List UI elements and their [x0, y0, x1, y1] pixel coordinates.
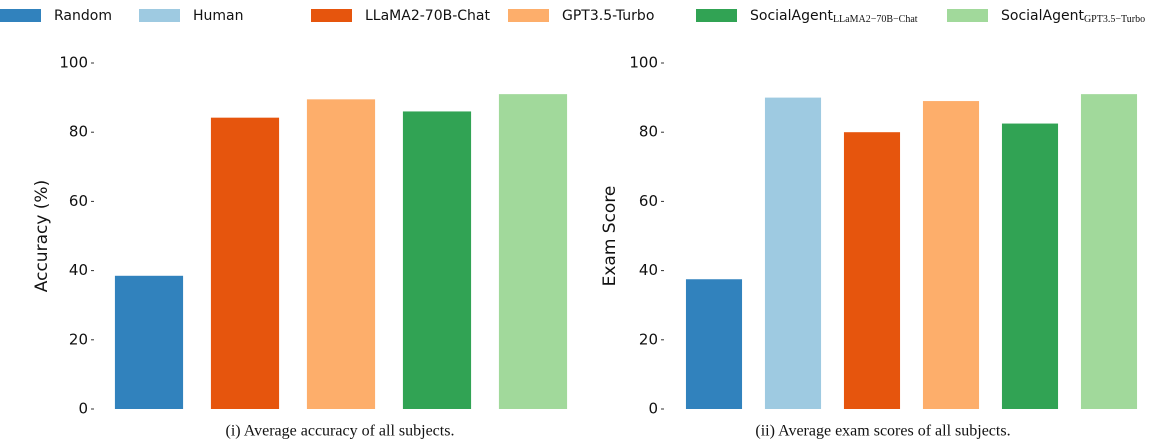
y-tick-label: 0 [78, 400, 88, 418]
bar [498, 94, 568, 409]
bar [114, 275, 184, 409]
bar [922, 101, 980, 409]
y-axis-label: Exam Score [600, 186, 620, 287]
legend-name: GPT3.5-Turbo [562, 8, 654, 24]
y-tick-label: 100 [59, 54, 88, 72]
legend-name: LLaMA2-70B-Chat [365, 8, 490, 24]
caption: (i) Average accuracy of all subjects. [226, 423, 455, 440]
y-tick-label: 20 [639, 330, 658, 348]
legend-swatch [0, 9, 41, 22]
bar [306, 99, 376, 409]
y-tick-label: 80 [69, 123, 88, 141]
legend-label: Random [54, 8, 112, 24]
y-tick-label: 60 [69, 192, 88, 210]
y-axis-label: Accuracy (%) [32, 180, 52, 292]
y-tick-label: 40 [639, 261, 658, 279]
caption: (ii) Average exam scores of all subjects… [755, 423, 1010, 440]
legend-name: Human [193, 8, 244, 24]
legend-subscript: GPT3.5−Turbo [1084, 14, 1145, 25]
legend-label: Human [193, 8, 244, 24]
legend-name: SocialAgent [750, 8, 833, 24]
legend-swatch [139, 9, 180, 22]
legend-label: LLaMA2-70B-Chat [365, 8, 490, 24]
y-tick-label: 0 [648, 400, 658, 418]
bar [843, 132, 901, 409]
legend-swatch [947, 9, 988, 22]
bar [210, 117, 280, 409]
bar [764, 97, 822, 409]
legend-swatch [696, 9, 737, 22]
y-tick-label: 80 [639, 123, 658, 141]
bar [402, 111, 472, 409]
y-tick-label: 60 [639, 192, 658, 210]
bar [1080, 94, 1138, 409]
y-tick-label: 20 [69, 330, 88, 348]
legend-subscript: LLaMA2−70B−Chat [833, 14, 918, 25]
y-tick-label: 40 [69, 261, 88, 279]
legend-label: SocialAgentGPT3.5−Turbo [1001, 8, 1145, 25]
legend-label: SocialAgentLLaMA2−70B−Chat [750, 8, 918, 25]
bar [1001, 123, 1059, 410]
legend-name: Random [54, 8, 112, 24]
legend-swatch [311, 9, 352, 22]
legend-swatch [508, 9, 549, 22]
bar [685, 279, 743, 409]
legend-label: GPT3.5-Turbo [562, 8, 654, 24]
legend-name: SocialAgent [1001, 8, 1084, 24]
y-tick-label: 100 [629, 54, 658, 72]
